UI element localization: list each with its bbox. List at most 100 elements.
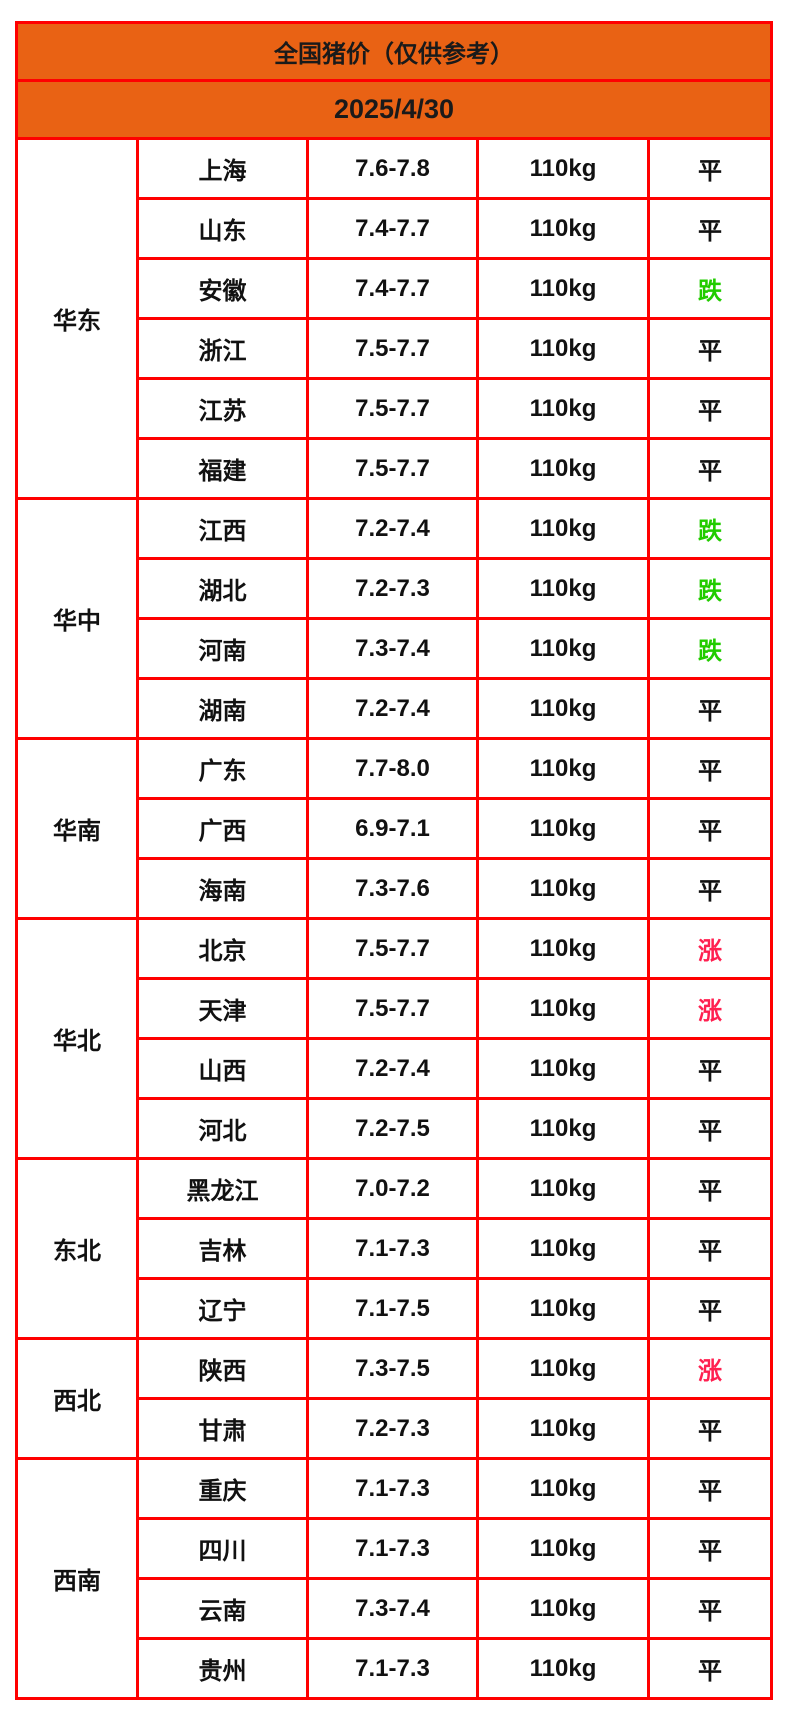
trend-cell: 平 [646, 737, 774, 800]
price-cell: 7.3-7.4 [306, 1577, 479, 1640]
province-cell: 江苏 [136, 377, 309, 440]
table-row: 辽宁 7.1-7.5 110kg 平 [17, 1277, 774, 1340]
price-cell: 7.1-7.3 [306, 1457, 479, 1520]
region-cell: 华北 [15, 917, 139, 1160]
province-cell: 上海 [136, 137, 309, 200]
province-cell: 河北 [136, 1097, 309, 1160]
table-row: 华中 江西 7.2-7.4 110kg 跌 [15, 497, 774, 740]
table-row: 西北 陕西 7.3-7.5 110kg 涨 [15, 1337, 774, 1460]
table-row: 西南 重庆 7.1-7.3 110kg 平 [15, 1457, 774, 1700]
region-cell: 西北 [15, 1337, 139, 1460]
table-row: 云南 7.3-7.4 110kg 平 [17, 1577, 774, 1640]
price-cell: 7.5-7.7 [306, 437, 479, 500]
table-title: 全国猪价（仅供参考） [14, 21, 774, 82]
table-row: 华北 北京 7.5-7.7 110kg 涨 [15, 917, 774, 1160]
province-cell: 天津 [136, 977, 309, 1040]
weight-cell: 110kg [476, 197, 650, 260]
table-date: 2025/4/30 [14, 79, 774, 140]
province-cell: 海南 [136, 857, 309, 920]
weight-cell: 110kg [476, 857, 650, 920]
province-cell: 山东 [136, 197, 309, 260]
price-cell: 7.1-7.3 [306, 1217, 479, 1280]
price-cell: 7.1-7.5 [306, 1277, 479, 1340]
price-cell: 7.2-7.5 [306, 1097, 479, 1160]
province-cell: 江西 [136, 497, 309, 560]
province-cell: 吉林 [136, 1217, 309, 1280]
table-row: 海南 7.3-7.6 110kg 平 [17, 857, 774, 920]
trend-cell: 跌 [646, 617, 774, 680]
province-cell: 福建 [136, 437, 309, 500]
weight-cell: 110kg [476, 1517, 650, 1580]
trend-cell: 平 [646, 1457, 774, 1520]
weight-cell: 110kg [476, 1037, 650, 1100]
price-cell: 7.4-7.7 [306, 257, 479, 320]
weight-cell: 110kg [476, 917, 650, 980]
trend-cell: 平 [646, 437, 774, 500]
weight-cell: 110kg [476, 377, 650, 440]
table-row: 华东 上海 7.6-7.8 110kg 平 [15, 137, 774, 500]
region-cell: 华东 [15, 137, 139, 500]
price-cell: 7.3-7.6 [306, 857, 479, 920]
price-cell: 6.9-7.1 [306, 797, 479, 860]
province-cell: 甘肃 [136, 1397, 309, 1460]
table-row: 华南 广东 7.7-8.0 110kg 平 [15, 737, 774, 920]
table-row: 吉林 7.1-7.3 110kg 平 [17, 1217, 774, 1280]
weight-cell: 110kg [476, 317, 650, 380]
price-cell: 7.5-7.7 [306, 917, 479, 980]
trend-cell: 平 [646, 1097, 774, 1160]
weight-cell: 110kg [476, 977, 650, 1040]
price-cell: 7.1-7.3 [306, 1517, 479, 1580]
table-row: 山西 7.2-7.4 110kg 平 [17, 1037, 774, 1100]
trend-cell: 涨 [646, 977, 774, 1040]
price-cell: 7.5-7.7 [306, 377, 479, 440]
weight-cell: 110kg [476, 1277, 650, 1340]
table-row: 贵州 7.1-7.3 110kg 平 [17, 1637, 774, 1700]
trend-cell: 平 [646, 377, 774, 440]
pig-price-table: 全国猪价（仅供参考） 2025/4/30 华东 上海 7.6-7.8 110kg 平山东… [14, 21, 774, 1700]
table-row: 河南 7.3-7.4 110kg 跌 [17, 617, 774, 680]
weight-cell: 110kg [476, 1157, 650, 1220]
table-row: 福建 7.5-7.7 110kg 平 [17, 437, 774, 500]
table-row: 浙江 7.5-7.7 110kg 平 [17, 317, 774, 380]
price-cell: 7.0-7.2 [306, 1157, 479, 1220]
table-row: 天津 7.5-7.7 110kg 涨 [17, 977, 774, 1040]
trend-cell: 平 [646, 1157, 774, 1220]
price-cell: 7.2-7.3 [306, 1397, 479, 1460]
province-cell: 陕西 [136, 1337, 309, 1400]
price-cell: 7.2-7.4 [306, 1037, 479, 1100]
weight-cell: 110kg [476, 437, 650, 500]
province-cell: 黑龙江 [136, 1157, 309, 1220]
weight-cell: 110kg [476, 137, 650, 200]
weight-cell: 110kg [476, 1577, 650, 1640]
trend-cell: 平 [646, 857, 774, 920]
table-row: 河北 7.2-7.5 110kg 平 [17, 1097, 774, 1160]
province-cell: 湖南 [136, 677, 309, 740]
price-cell: 7.3-7.4 [306, 617, 479, 680]
trend-cell: 涨 [646, 917, 774, 980]
trend-cell: 平 [646, 1397, 774, 1460]
weight-cell: 110kg [476, 257, 650, 320]
price-cell: 7.6-7.8 [306, 137, 479, 200]
province-cell: 山西 [136, 1037, 309, 1100]
table-row: 东北 黑龙江 7.0-7.2 110kg 平 [15, 1157, 774, 1340]
province-cell: 贵州 [136, 1637, 309, 1700]
trend-cell: 平 [646, 1277, 774, 1340]
trend-cell: 平 [646, 1517, 774, 1580]
province-cell: 北京 [136, 917, 309, 980]
weight-cell: 110kg [476, 677, 650, 740]
trend-cell: 平 [646, 197, 774, 260]
weight-cell: 110kg [476, 1397, 650, 1460]
trend-cell: 平 [646, 677, 774, 740]
weight-cell: 110kg [476, 1217, 650, 1280]
weight-cell: 110kg [476, 557, 650, 620]
table-row: 湖北 7.2-7.3 110kg 跌 [17, 557, 774, 620]
weight-cell: 110kg [476, 1457, 650, 1520]
province-cell: 四川 [136, 1517, 309, 1580]
weight-cell: 110kg [476, 1097, 650, 1160]
table-row: 广西 6.9-7.1 110kg 平 [17, 797, 774, 860]
trend-cell: 平 [646, 1217, 774, 1280]
trend-cell: 平 [646, 1037, 774, 1100]
trend-cell: 跌 [646, 557, 774, 620]
trend-cell: 跌 [646, 257, 774, 320]
region-cell: 华中 [15, 497, 139, 740]
